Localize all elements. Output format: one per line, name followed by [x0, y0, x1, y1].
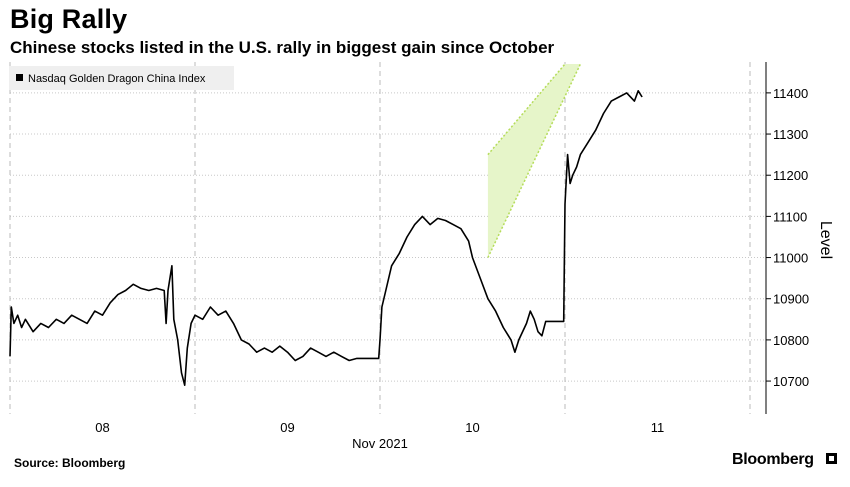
channel-annotation — [487, 63, 582, 258]
chart-title: Big Rally — [10, 4, 128, 34]
y-tick-label: 11300 — [773, 127, 808, 142]
x-tick-label: 10 — [465, 420, 479, 435]
grid-layer — [9, 62, 766, 414]
x-tick-label: 11 — [651, 420, 665, 435]
chart-subtitle: Chinese stocks listed in the U.S. rally … — [10, 38, 555, 57]
y-tick-label: 11200 — [773, 168, 808, 183]
x-tick-label: 09 — [280, 420, 294, 435]
y-tick-label: 11400 — [773, 86, 808, 101]
legend-swatch — [16, 74, 23, 81]
x-tick-labels: 08 09 10 11 — [95, 420, 664, 435]
x-axis-label: Nov 2021 — [352, 436, 408, 451]
y-tick-label: 10800 — [773, 333, 809, 348]
y-tick-label: 10900 — [773, 292, 809, 307]
series-layer — [9, 90, 643, 386]
y-tick-label: 11100 — [773, 209, 807, 224]
x-tick-label: 08 — [95, 420, 109, 435]
series-line — [9, 90, 643, 386]
y-tick-labels: 10700 10800 10900 11000 11100 11200 11300 11400 — [766, 86, 809, 389]
legend: Nasdaq Golden Dragon China Index — [9, 66, 234, 90]
legend-background — [9, 66, 234, 90]
legend-entry: Nasdaq Golden Dragon China Index — [28, 73, 206, 85]
y-tick-label: 10700 — [773, 374, 809, 389]
source-note: Source: Bloomberg — [14, 456, 126, 470]
bloomberg-logo: Bloomberg — [732, 451, 814, 468]
bloomberg-mark-icon — [826, 453, 837, 464]
y-tick-label: 11000 — [773, 251, 808, 266]
y-axis-label: Level — [817, 221, 834, 259]
